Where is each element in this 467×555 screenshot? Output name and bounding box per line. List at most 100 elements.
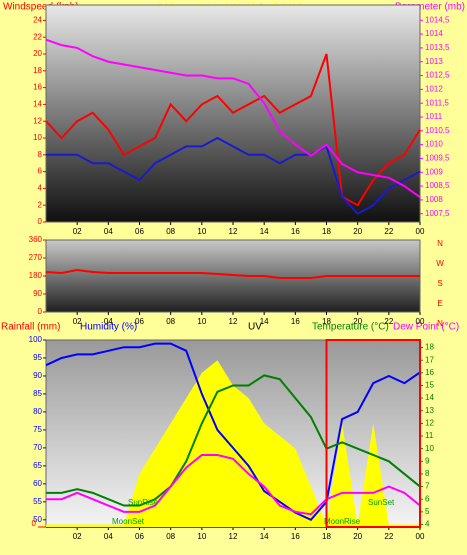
y-tick-label: 14 (33, 100, 42, 109)
line (45, 268, 420, 279)
compass-label: N (437, 319, 443, 328)
y-tick-label: 90 (33, 289, 42, 298)
x-tick-label: 06 (135, 317, 144, 326)
y-tick-label: 50 (33, 515, 42, 524)
y-tick-label: 2 (38, 200, 43, 209)
line (46, 453, 421, 516)
compass-label: N (437, 239, 443, 248)
y-tick-label: 180 (29, 271, 43, 280)
area (46, 360, 420, 527)
y2-tick-label: 1013,5 (425, 43, 450, 52)
y2-tick-label: 1012,5 (425, 71, 450, 80)
x-tick-label: 00 (416, 317, 425, 326)
y2-tick-label: 1007,5 (425, 209, 450, 218)
x-tick-label: 18 (322, 227, 331, 236)
y2-axis-label: Barometer (mb) (395, 2, 465, 13)
x-tick-label: 12 (229, 532, 238, 541)
y-tick-label: 75 (33, 425, 42, 434)
x-tick-label: 18 (322, 317, 331, 326)
y2-tick-label: 7 (425, 482, 430, 491)
y-tick-label: 10 (33, 133, 42, 142)
y2-tick-label: 1011 (425, 112, 443, 121)
y2-tick-label: 1009,5 (425, 154, 450, 163)
x-tick-label: 10 (197, 532, 206, 541)
y-tick-label: 90 (33, 371, 42, 380)
y2-tick-label: 15 (425, 381, 434, 390)
x-tick-label: 02 (73, 532, 82, 541)
y2-tick-label: 4 (425, 520, 430, 529)
y-tick-label: 85 (33, 389, 42, 398)
x-tick-label: 10 (197, 317, 206, 326)
legend-label: UV (248, 322, 262, 333)
y2-tick-label: 1014,5 (425, 15, 450, 24)
legend-label: Dew Point (°C) (393, 322, 459, 333)
y-tick-label: 20 (33, 49, 42, 58)
x-tick-label: 08 (166, 317, 175, 326)
rain-tick-label: 0 (32, 519, 37, 528)
y2-tick-label: 1012 (425, 84, 443, 93)
y-tick-label: 95 (33, 353, 42, 362)
x-tick-label: 16 (291, 532, 300, 541)
x-tick-label: 10 (197, 227, 206, 236)
x-tick-label: 06 (135, 532, 144, 541)
x-tick-label: 00 (416, 532, 425, 541)
x-tick-label: 22 (384, 532, 393, 541)
line (46, 374, 421, 507)
x-tick-label: 04 (104, 227, 113, 236)
x-tick-label: 12 (229, 227, 238, 236)
x-tick-label: 14 (260, 532, 269, 541)
x-tick-label: 20 (353, 227, 362, 236)
line (45, 53, 421, 207)
y-tick-label: 65 (33, 461, 42, 470)
x-tick-label: 00 (416, 227, 425, 236)
y-tick-label: 12 (33, 116, 42, 125)
y-tick-label: 100 (29, 335, 43, 344)
line (45, 38, 421, 198)
x-tick-label: 14 (260, 317, 269, 326)
y-tick-label: 0 (38, 307, 43, 316)
y2-tick-label: 1008 (425, 195, 443, 204)
y-tick-label: 4 (38, 184, 43, 193)
y2-tick-label: 1013 (425, 57, 443, 66)
y-tick-label: 16 (33, 83, 42, 92)
y-tick-label: 6 (38, 167, 43, 176)
line (45, 342, 421, 522)
highlight-box (325, 339, 421, 528)
y-tick-label: 80 (33, 407, 42, 416)
x-tick-label: 02 (73, 317, 82, 326)
x-tick-label: 22 (384, 227, 393, 236)
x-tick-label: 06 (135, 227, 144, 236)
x-tick-label: 04 (104, 317, 113, 326)
x-tick-label: 04 (104, 532, 113, 541)
annotation: SunRise (128, 498, 159, 507)
x-tick-label: 20 (353, 532, 362, 541)
annotation: MoonRise (324, 517, 361, 526)
y2-tick-label: 8 (425, 469, 430, 478)
annotation: SunSet (368, 498, 395, 507)
y2-tick-label: 1010 (425, 140, 443, 149)
y2-tick-label: 11 (425, 431, 434, 440)
annotation: MoonSet (112, 517, 145, 526)
y-tick-label: 18 (33, 66, 42, 75)
y-tick-label: 8 (38, 150, 43, 159)
x-tick-label: 16 (291, 317, 300, 326)
y2-tick-label: 1008,5 (425, 181, 450, 190)
x-tick-label: 08 (166, 532, 175, 541)
x-tick-label: 20 (353, 317, 362, 326)
y-tick-label: 0 (38, 217, 43, 226)
y-tick-label: 70 (33, 443, 42, 452)
x-tick-label: 12 (229, 317, 238, 326)
y2-tick-label: 1009 (425, 167, 443, 176)
legend-label: Rainfall (mm) (1, 322, 60, 333)
y2-tick-label: 6 (425, 494, 430, 503)
y-tick-label: 24 (33, 16, 42, 25)
line (46, 136, 421, 215)
legend-label: Humidity (%) (80, 322, 137, 333)
x-tick-label: 18 (322, 532, 331, 541)
y-tick-label: 55 (33, 497, 42, 506)
y2-tick-label: 18 (425, 343, 434, 352)
compass-label: W (436, 259, 444, 268)
x-tick-label: 16 (291, 227, 300, 236)
y2-tick-label: 13 (425, 406, 434, 415)
